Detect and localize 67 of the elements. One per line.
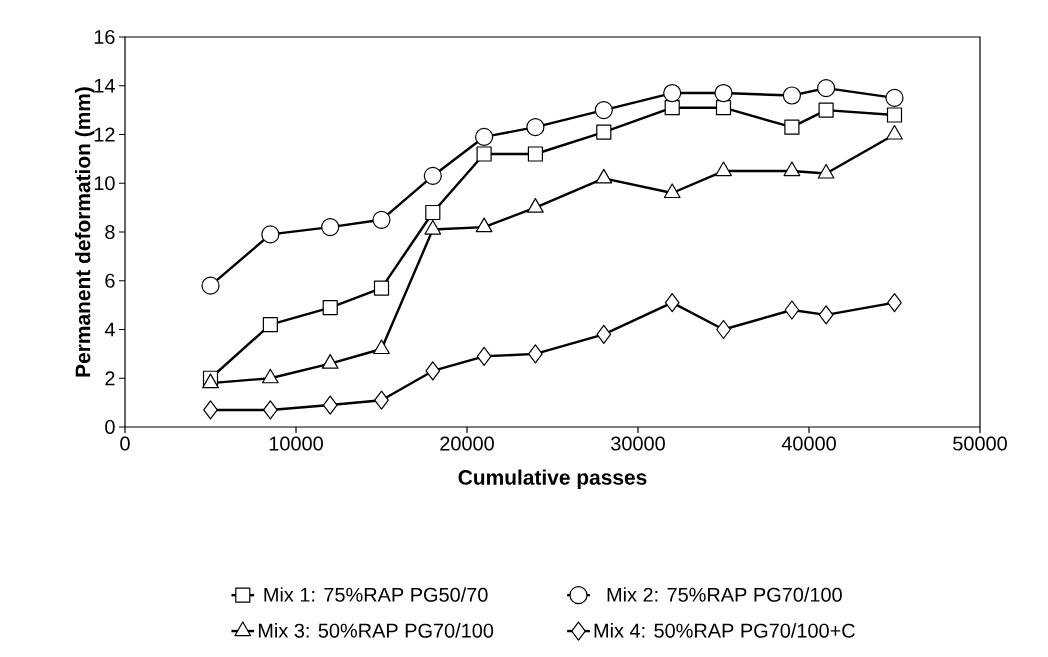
point [715,100,732,116]
point [203,400,218,420]
point [663,183,681,199]
point [476,146,492,162]
x-tick-label: 10000 [269,436,323,451]
x-tick-label: 30000 [611,436,665,451]
point [818,305,834,325]
point [664,100,680,116]
point [783,161,801,177]
y-tick-label: 12 [94,127,115,142]
point [527,198,544,213]
point [322,395,338,415]
point [715,161,732,177]
point [475,217,493,233]
point [594,101,613,120]
point [784,119,800,135]
point [261,368,279,384]
point [886,107,903,123]
legend-label: Mix 4: 50%RAP PG70/100+C [594,623,855,638]
y-tick-label: 14 [94,78,115,93]
point [526,118,545,137]
point [373,280,390,296]
point [596,124,612,140]
x-tick-label: 40000 [781,436,836,451]
point [262,317,278,333]
point [714,83,733,103]
point [784,300,800,320]
x-tick-label: 50000 [953,436,1007,451]
y-tick-label: 0 [105,419,115,435]
point [423,166,442,186]
x-axis-title: Cumulative passes [458,469,647,489]
point [528,344,543,364]
point [374,390,389,410]
x-tick-label: 20000 [440,436,494,451]
point [425,204,441,221]
point [887,293,902,313]
y-tick-label: 6 [105,273,115,288]
point [321,354,339,369]
point [201,276,220,295]
point [425,361,441,381]
legend-label: Mix 1: 75%RAP PG50/70 [264,587,488,602]
point [476,346,492,366]
point [321,218,340,237]
point [475,127,494,147]
point [527,146,543,162]
point [596,324,612,344]
y-axis-title: Permanent deformation (mm) [74,87,95,377]
legend-label: Mix 2: 75%RAP PG70/100 [607,587,842,602]
y-tick-label: 4 [104,322,115,337]
point [322,299,338,316]
point [263,400,278,420]
point [885,88,904,108]
y-tick-label: 16 [94,29,115,45]
y-tick-label: 2 [105,371,115,386]
point [663,83,682,103]
point [818,102,834,118]
point [373,339,390,355]
point [817,79,836,98]
legend-label: Mix 3: 50%RAP PG70/100 [258,623,494,638]
x-tick-label: 0 [120,436,130,451]
point [716,319,731,340]
point [372,210,391,229]
y-tick-label: 8 [105,224,115,240]
y-tick-label: 10 [94,176,115,191]
point [782,86,802,105]
point [261,225,280,244]
point [664,293,680,313]
